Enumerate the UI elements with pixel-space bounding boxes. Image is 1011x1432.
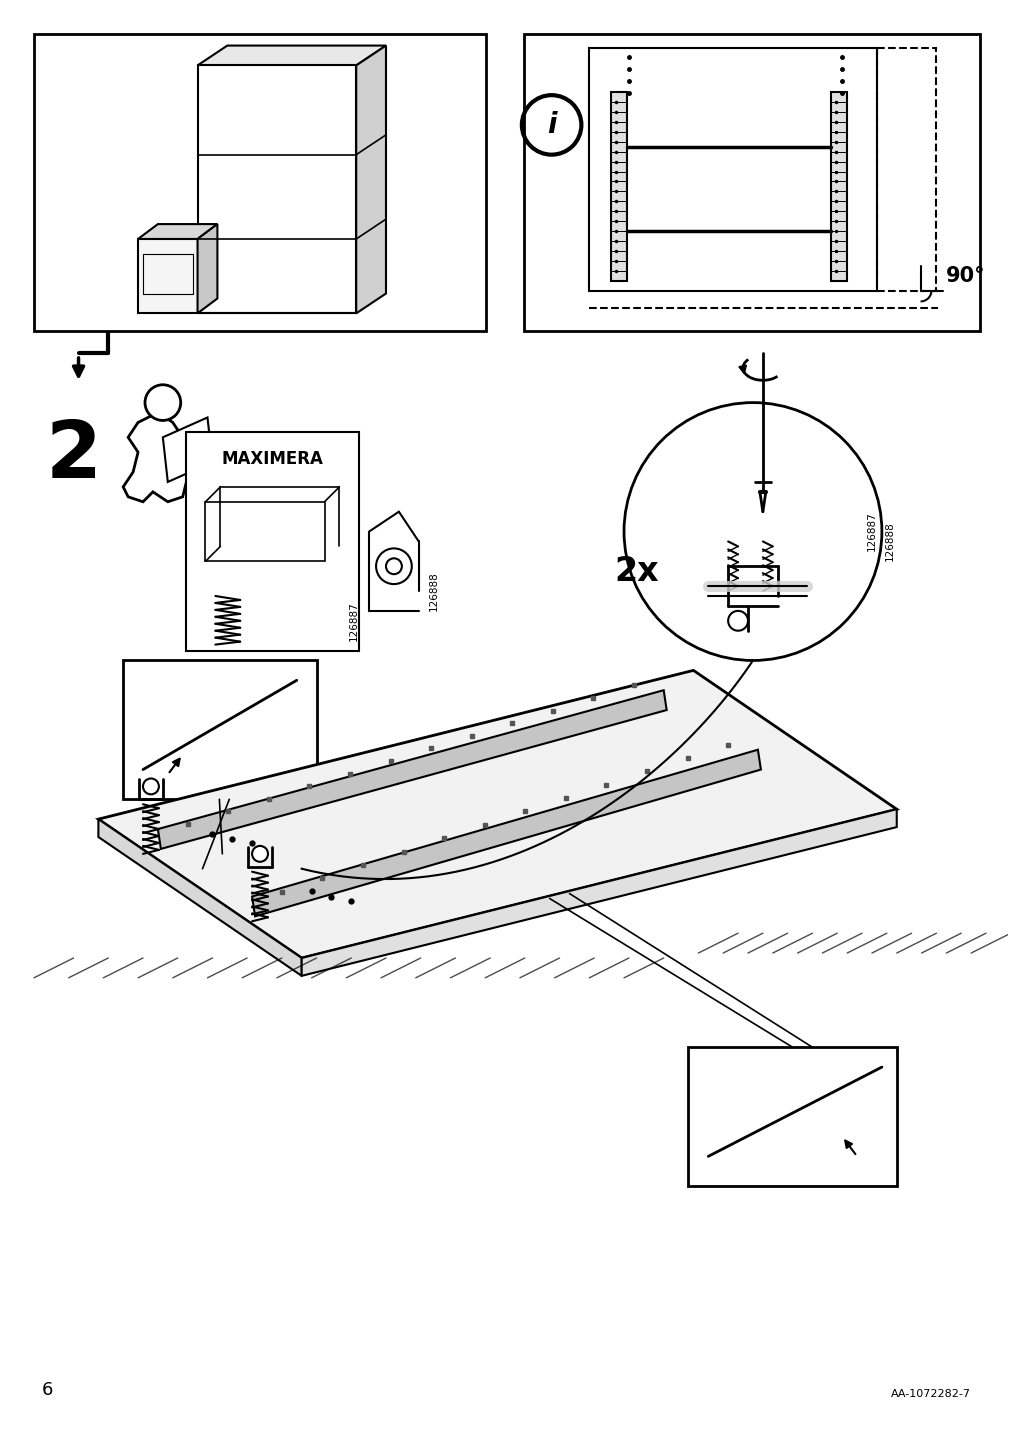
Polygon shape xyxy=(301,809,896,975)
Polygon shape xyxy=(98,819,301,975)
Text: MAXIMERA: MAXIMERA xyxy=(220,450,323,468)
Circle shape xyxy=(728,611,747,630)
Polygon shape xyxy=(163,418,212,483)
Bar xyxy=(205,501,325,561)
Text: i: i xyxy=(546,110,556,139)
Bar xyxy=(185,432,359,650)
Circle shape xyxy=(252,846,268,862)
Text: 90°: 90° xyxy=(945,265,985,285)
Bar xyxy=(137,239,197,314)
Circle shape xyxy=(385,558,401,574)
Circle shape xyxy=(143,779,159,795)
Polygon shape xyxy=(158,690,666,849)
Bar xyxy=(588,47,877,291)
Polygon shape xyxy=(123,412,187,501)
Text: 126888: 126888 xyxy=(429,571,438,611)
Text: 2: 2 xyxy=(45,418,102,495)
Text: 6: 6 xyxy=(41,1382,54,1399)
Bar xyxy=(877,47,935,291)
Bar xyxy=(34,34,485,331)
Bar xyxy=(123,660,316,799)
Text: 2x: 2x xyxy=(614,554,658,587)
Text: 126887: 126887 xyxy=(866,511,877,551)
Polygon shape xyxy=(98,670,896,958)
Circle shape xyxy=(145,385,181,421)
Text: AA-1072282-7: AA-1072282-7 xyxy=(891,1389,971,1399)
Polygon shape xyxy=(197,223,217,314)
Polygon shape xyxy=(252,750,760,916)
Polygon shape xyxy=(356,46,385,314)
Bar xyxy=(524,34,979,331)
Bar xyxy=(197,66,356,314)
Circle shape xyxy=(624,402,881,660)
Text: 126887: 126887 xyxy=(349,601,359,640)
Text: 126888: 126888 xyxy=(884,521,894,561)
Bar xyxy=(830,92,846,281)
Bar xyxy=(611,92,627,281)
Circle shape xyxy=(376,548,411,584)
Bar xyxy=(687,1047,896,1186)
Polygon shape xyxy=(197,46,385,66)
Polygon shape xyxy=(137,223,217,239)
